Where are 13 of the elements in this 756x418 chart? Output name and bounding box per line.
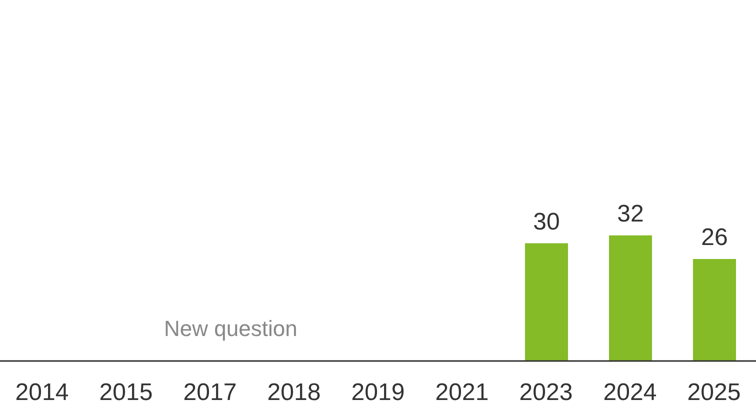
x-tick-label: 2019 [351,379,405,406]
data-label: 30 [533,208,560,236]
x-tick-label: 2023 [519,379,573,406]
x-tick-label: 2015 [99,379,153,406]
x-tick-label: 2021 [435,379,489,406]
x-tick-label: 2018 [267,379,321,406]
data-label: 32 [617,200,644,228]
x-tick-label: 2014 [15,379,69,406]
x-tick-label: 2024 [603,379,657,406]
x-tick-label: 2025 [687,379,741,406]
x-tick-label: 2017 [183,379,237,406]
annotation: New question [164,316,298,342]
data-label: 26 [701,224,728,251]
